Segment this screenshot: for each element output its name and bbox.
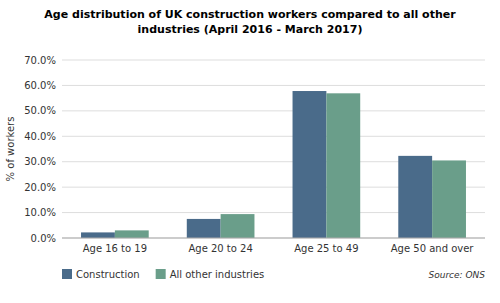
title: Age distribution of UK construction work… <box>44 8 456 21</box>
legend: Construction All other industries <box>62 269 264 280</box>
grid-line <box>62 110 485 111</box>
bars <box>81 91 466 238</box>
x-tick-label: Age 16 to 19 <box>83 243 147 254</box>
bar <box>432 160 466 238</box>
y-tick-label: 10.0% <box>24 207 56 218</box>
bar <box>115 230 149 238</box>
grid <box>62 60 485 238</box>
y-axis-label: % of workers <box>5 117 16 182</box>
x-tick-label: Age 25 to 49 <box>294 243 358 254</box>
legend-label: All other industries <box>170 269 265 280</box>
bar <box>81 232 115 238</box>
grid-line <box>62 60 485 61</box>
grid-line <box>62 238 485 239</box>
y-tick-label: 0.0% <box>31 233 56 244</box>
x-tick-label: Age 20 to 24 <box>188 243 252 254</box>
grid-line <box>62 136 485 137</box>
legend-swatch <box>156 269 166 279</box>
x-tick-label: Age 50 and over <box>391 243 475 254</box>
bar <box>398 156 432 238</box>
y-tick-label: 30.0% <box>24 156 56 167</box>
subtitle: industries (April 2016 - March 2017) <box>138 23 363 36</box>
chart: Age distribution of UK construction work… <box>0 0 500 303</box>
bar <box>326 93 360 238</box>
x-axis-line <box>62 238 485 239</box>
y-tick-label: 50.0% <box>24 105 56 116</box>
source-note: Source: ONS <box>428 270 485 280</box>
y-tick-label: 40.0% <box>24 131 56 142</box>
y-tick-label: 20.0% <box>24 182 56 193</box>
y-tick-label: 60.0% <box>24 80 56 91</box>
bar <box>293 91 327 238</box>
legend-label: Construction <box>76 269 140 280</box>
bar <box>187 219 221 238</box>
bar <box>221 214 255 238</box>
grid-line <box>62 85 485 86</box>
legend-swatch <box>62 269 72 279</box>
y-tick-label: 70.0% <box>24 55 56 66</box>
